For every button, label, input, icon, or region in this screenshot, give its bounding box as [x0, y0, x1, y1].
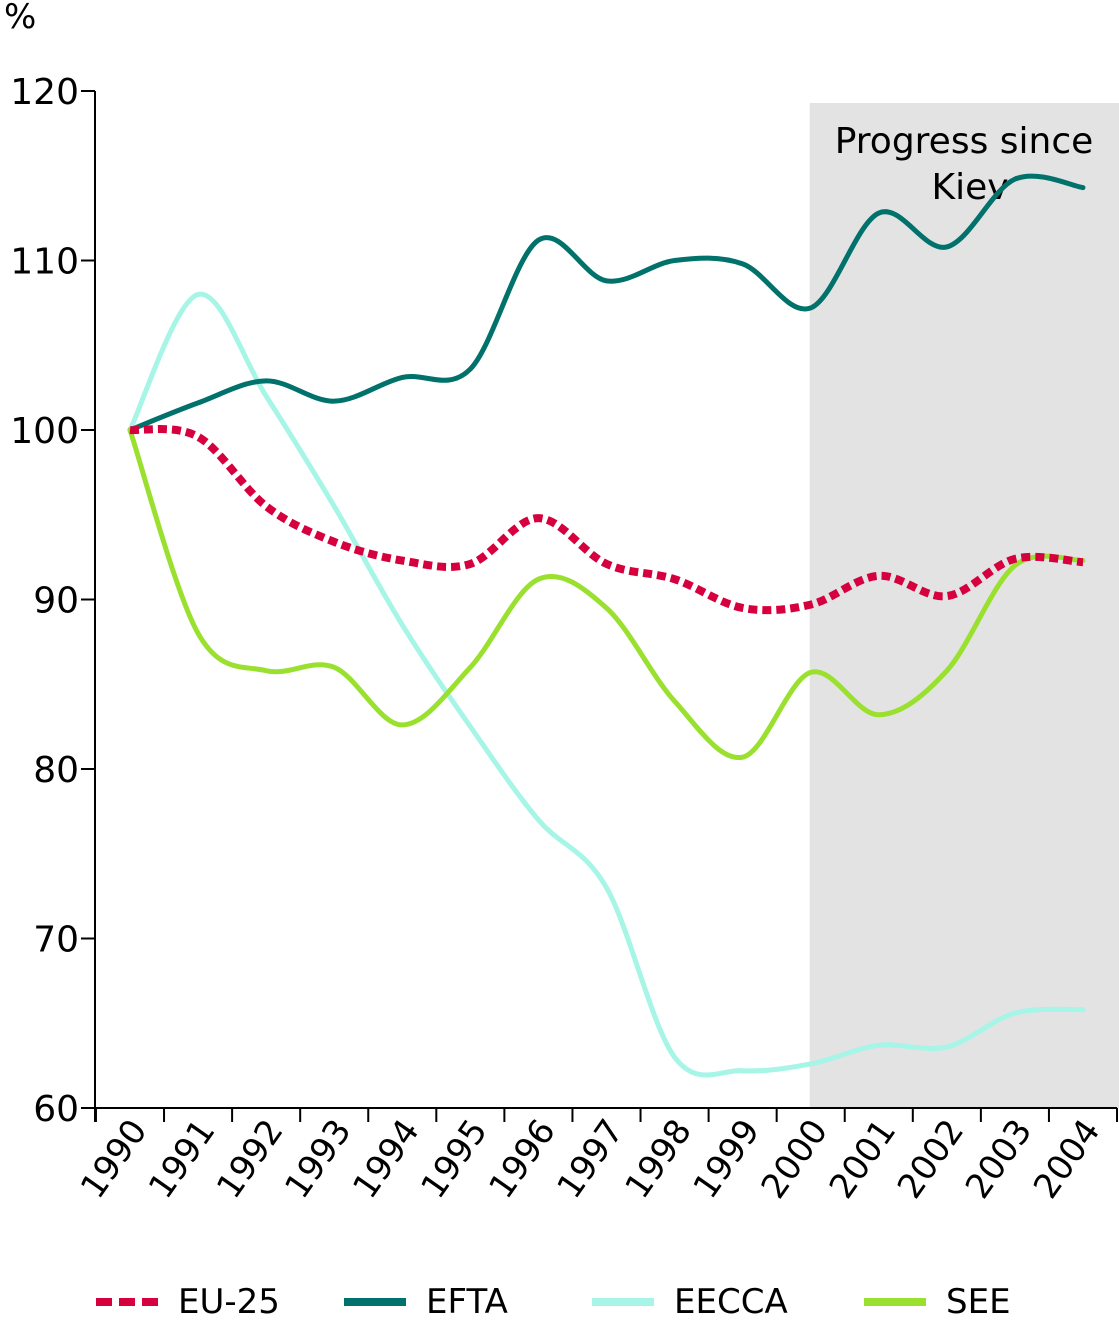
y-tick-label: 90	[33, 581, 79, 622]
x-tick-label: 1990	[73, 1112, 155, 1206]
legend-label-efta: EFTA	[426, 1282, 508, 1322]
legend-item-eu-25: EU-25	[96, 1280, 280, 1324]
legend-label-eecca: EECCA	[674, 1282, 788, 1322]
series-line-eu-25	[129, 425, 1084, 615]
x-tick-label: 1993	[277, 1112, 359, 1206]
series-line-efta	[127, 173, 1086, 433]
x-tick-label: 1999	[686, 1112, 768, 1206]
y-tick-label: 70	[33, 920, 79, 961]
x-tick-label: 2000	[754, 1112, 836, 1206]
x-tick-label: 2002	[890, 1112, 972, 1206]
y-tick-label: 100	[10, 411, 79, 452]
x-tick-label: 1994	[345, 1112, 427, 1206]
legend-swatch-eecca	[592, 1298, 654, 1306]
legend-item-eecca: EECCA	[592, 1280, 788, 1324]
legend-item-see: SEE	[864, 1280, 1011, 1324]
series-line-see	[127, 427, 1086, 760]
series-line-eecca	[127, 291, 1086, 1078]
legend-item-efta: EFTA	[344, 1280, 508, 1324]
y-tick-label: 110	[10, 242, 79, 283]
progress-since-kiev-region	[809, 103, 1119, 1108]
x-tick-label: 1992	[209, 1112, 291, 1206]
series-lines	[127, 173, 1086, 1078]
progress-since-kiev-label-line-2: Kiev	[931, 167, 1008, 208]
x-tick-label: 1998	[618, 1112, 700, 1206]
x-tick-label: 1997	[549, 1112, 631, 1206]
legend-label-eu-25: EU-25	[178, 1282, 280, 1322]
x-tick-label: 2004	[1026, 1112, 1108, 1206]
x-tick-label: 2001	[822, 1112, 904, 1206]
progress-since-kiev-label-line-1: Progress since	[835, 121, 1094, 162]
y-axis-label: %	[4, 0, 36, 37]
legend: EU-25 EFTA EECCA SEE	[0, 1280, 1119, 1324]
y-tick-label: 60	[33, 1089, 79, 1130]
legend-swatch-efta	[344, 1298, 406, 1306]
y-tick-label: 120	[10, 72, 79, 113]
x-tick-label: 2003	[958, 1112, 1040, 1206]
legend-label-see: SEE	[946, 1282, 1011, 1322]
x-tick-label: 1995	[413, 1112, 495, 1206]
x-tick-label: 1996	[481, 1112, 563, 1206]
legend-swatch-see	[864, 1298, 926, 1306]
x-tick-label: 1991	[141, 1112, 223, 1206]
y-tick-label: 80	[33, 750, 79, 791]
legend-swatch-eu-25	[96, 1298, 158, 1306]
